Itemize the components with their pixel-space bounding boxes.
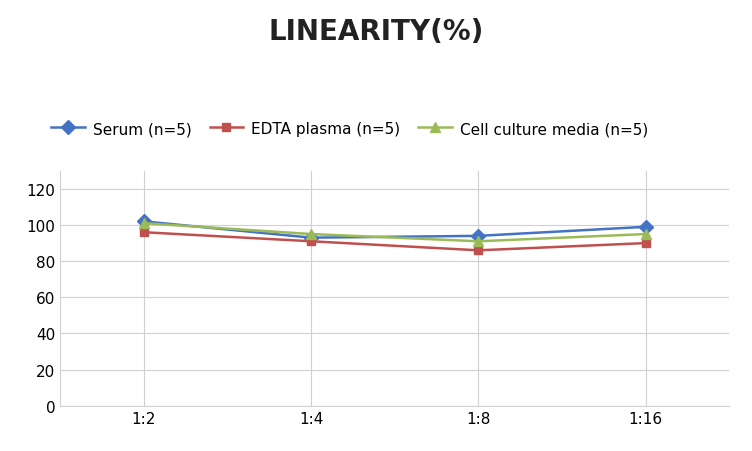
- Line: Serum (n=5): Serum (n=5): [139, 217, 650, 243]
- Cell culture media (n=5): [139, 221, 148, 226]
- Cell culture media (n=5): [641, 232, 650, 237]
- Text: LINEARITY(%): LINEARITY(%): [268, 18, 484, 46]
- EDTA plasma (n=5): [139, 230, 148, 235]
- EDTA plasma (n=5): [307, 239, 316, 244]
- Serum (n=5): [641, 225, 650, 230]
- Serum (n=5): [307, 235, 316, 241]
- Cell culture media (n=5): [307, 232, 316, 237]
- Cell culture media (n=5): [474, 239, 483, 244]
- Serum (n=5): [474, 234, 483, 239]
- Line: Cell culture media (n=5): Cell culture media (n=5): [139, 219, 650, 247]
- Serum (n=5): [139, 219, 148, 225]
- Line: EDTA plasma (n=5): EDTA plasma (n=5): [140, 229, 650, 255]
- Legend: Serum (n=5), EDTA plasma (n=5), Cell culture media (n=5): Serum (n=5), EDTA plasma (n=5), Cell cul…: [45, 116, 654, 143]
- EDTA plasma (n=5): [474, 248, 483, 253]
- EDTA plasma (n=5): [641, 241, 650, 246]
